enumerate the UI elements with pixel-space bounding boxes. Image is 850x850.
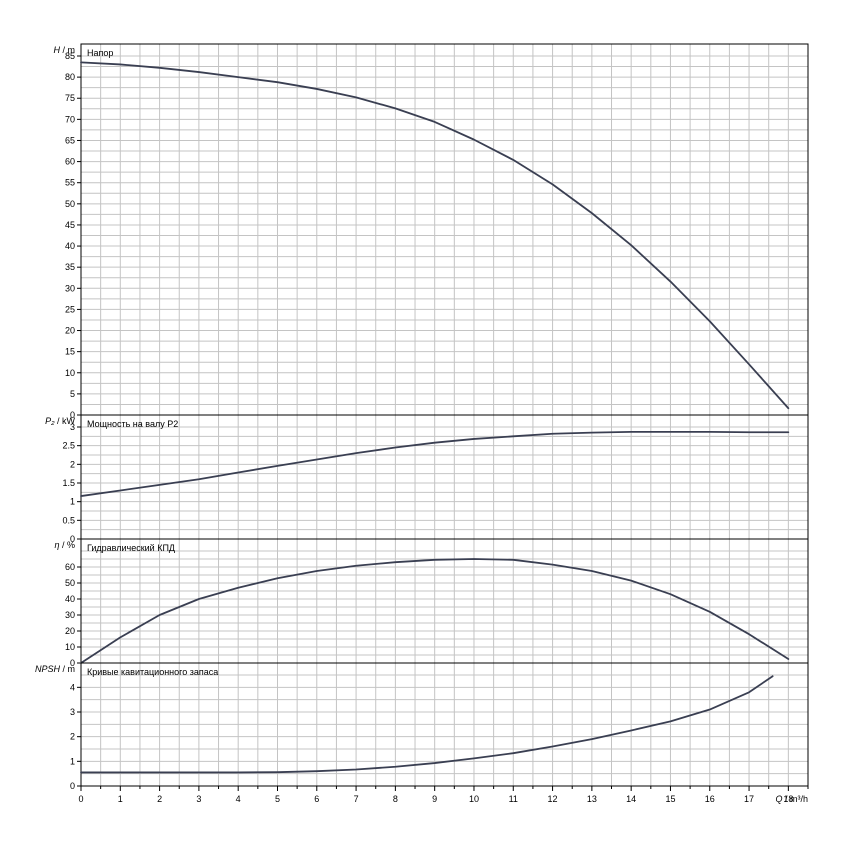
panel-power: 0 0.5 1 1.5 2 2.5 3P₂ / kW Мощность на валу P2 <box>45 414 809 544</box>
x-tick-label: 2 <box>157 794 162 804</box>
y-tick-label: 0 <box>70 410 75 420</box>
grid-head <box>80 44 809 416</box>
y-tick-label: 30 <box>65 283 75 293</box>
x-tick-label: 1 <box>118 794 123 804</box>
y-tick-label: 20 <box>65 626 75 636</box>
y-tick-label: 25 <box>65 304 75 314</box>
x-axis: 0 1 2 3 4 5 6 7 8 9 10 11 12 13 14 15 16 17 18Q / m³/h <box>78 786 809 804</box>
y-axis-label: η / % <box>54 540 75 550</box>
y-tick-label: 0.5 <box>62 515 75 525</box>
x-tick-label: 3 <box>196 794 201 804</box>
y-tick-label: 65 <box>65 135 75 145</box>
y-tick-label: 3 <box>70 707 75 717</box>
y-tick-label: 40 <box>65 241 75 251</box>
y-axis-label: P₂ / kW <box>45 416 75 426</box>
panel-title: Гидравлический КПД <box>87 543 175 553</box>
x-axis-label: Q / m³/h <box>775 794 808 804</box>
curve-head <box>80 61 790 410</box>
x-tick-label: 8 <box>393 794 398 804</box>
y-tick-label: 50 <box>65 578 75 588</box>
panel-title: Мощность на валу P2 <box>87 419 178 429</box>
y-tick-label: 45 <box>65 220 75 230</box>
y-tick-label: 0 <box>70 658 75 668</box>
y-tick-label: 3 <box>70 422 75 432</box>
y-tick-label: 40 <box>65 594 75 604</box>
y-tick-label: 35 <box>65 262 75 272</box>
panel-frame <box>80 662 809 787</box>
panel-frame <box>80 538 809 664</box>
x-tick-label: 18 <box>783 794 793 804</box>
panel-head: 0 5 10 15 20 25 30 35 40 45 50 55 60 65 70 75 80 85H / m Н… <box>54 43 809 420</box>
y-tick-label: 30 <box>65 610 75 620</box>
grid-efficiency <box>80 539 809 664</box>
curve-power <box>80 430 790 497</box>
y-axis-label: H / m <box>54 45 76 55</box>
panel-npsh: 0 1 2 3 4 NPSH / m Кривые кавитационного запас… <box>35 662 809 791</box>
curve-efficiency <box>80 558 790 664</box>
x-tick-label: 17 <box>744 794 754 804</box>
x-tick-label: 16 <box>705 794 715 804</box>
y-tick-label: 55 <box>65 178 75 188</box>
y-tick-label: 75 <box>65 93 75 103</box>
y-tick-label: 4 <box>70 682 75 692</box>
x-tick-label: 14 <box>626 794 636 804</box>
x-tick-label: 5 <box>275 794 280 804</box>
panel-title: Кривые кавитационного запаса <box>87 667 218 677</box>
curve-npsh <box>80 675 774 774</box>
x-tick-label: 4 <box>236 794 241 804</box>
x-tick-label: 13 <box>587 794 597 804</box>
y-tick-label: 20 <box>65 326 75 336</box>
x-tick-label: 10 <box>469 794 479 804</box>
y-tick-label: 1.5 <box>62 478 75 488</box>
y-tick-label: 1 <box>70 756 75 766</box>
y-tick-label: 80 <box>65 72 75 82</box>
x-tick-label: 6 <box>314 794 319 804</box>
y-tick-label: 60 <box>65 157 75 167</box>
y-tick-label: 70 <box>65 114 75 124</box>
y-tick-label: 50 <box>65 199 75 209</box>
y-tick-label: 2.5 <box>62 441 75 451</box>
x-tick-label: 11 <box>509 794 518 804</box>
y-tick-label: 1 <box>70 497 75 507</box>
y-tick-label: 85 <box>65 51 75 61</box>
grid-power <box>80 415 809 540</box>
y-axis-label: NPSH / m <box>35 664 75 674</box>
y-tick-label: 15 <box>65 347 75 357</box>
y-tick-label: 0 <box>70 534 75 544</box>
y-tick-label: 0 <box>70 781 75 791</box>
y-tick-label: 60 <box>65 562 75 572</box>
x-tick-label: 15 <box>665 794 675 804</box>
x-tick-label: 0 <box>78 794 83 804</box>
panel-frame <box>80 43 809 416</box>
x-tick-label: 12 <box>548 794 558 804</box>
x-tick-label: 7 <box>354 794 359 804</box>
y-tick-label: 10 <box>65 368 75 378</box>
y-tick-label: 5 <box>70 389 75 399</box>
x-tick-label: 9 <box>432 794 437 804</box>
grid-npsh <box>80 663 809 787</box>
y-tick-label: 2 <box>70 459 75 469</box>
y-tick-label: 2 <box>70 732 75 742</box>
panel-title: Напор <box>87 48 113 58</box>
panel-efficiency: 0 10 20 30 40 50 60 η / % Гидравлический КПД <box>54 538 809 668</box>
y-tick-label: 10 <box>65 642 75 652</box>
